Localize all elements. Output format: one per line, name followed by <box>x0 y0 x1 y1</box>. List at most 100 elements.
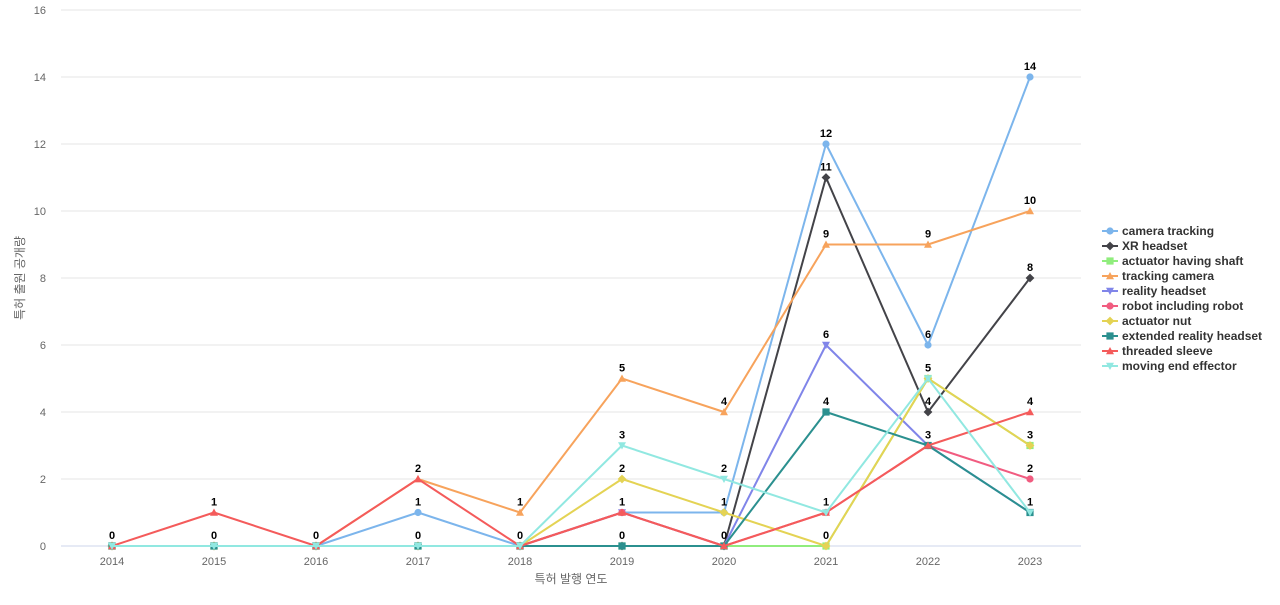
legend-item: actuator nut <box>1102 314 1191 328</box>
data-point <box>1025 273 1035 283</box>
data-point <box>822 408 830 416</box>
legend-marker <box>1106 347 1114 355</box>
y-axis-title: 특허 출원 공개량 <box>13 236 27 320</box>
data-point <box>1025 441 1035 450</box>
legend-marker <box>1106 272 1114 280</box>
y-tick-label: 10 <box>34 206 46 218</box>
legend-label: actuator nut <box>1122 314 1191 328</box>
legend-item: robot including robot <box>1102 299 1243 313</box>
data-point <box>516 508 524 516</box>
y-tick-label: 16 <box>34 5 46 17</box>
legend-item: tracking camera <box>1102 269 1214 283</box>
series-line <box>111 377 1031 547</box>
data-label: 0 <box>823 530 829 542</box>
legend-marker <box>1105 241 1115 251</box>
data-point <box>822 240 830 248</box>
data-point <box>312 542 320 550</box>
data-label: 1 <box>619 497 625 509</box>
data-label: 0 <box>517 530 523 542</box>
data-label: 3 <box>619 430 625 442</box>
data-label: 3 <box>925 430 931 442</box>
data-point <box>1026 475 1034 483</box>
y-tick-label: 2 <box>40 474 46 486</box>
y-tick-label: 14 <box>34 72 46 84</box>
data-point <box>1026 207 1034 215</box>
data-label: 4 <box>823 396 830 408</box>
x-tick-label: 2016 <box>304 556 328 568</box>
data-label: 1 <box>721 497 727 509</box>
x-axis-title: 특허 발행 연도 <box>535 571 608 586</box>
data-point <box>1026 408 1034 416</box>
legend-label: extended reality headset <box>1122 329 1262 343</box>
data-label: 12 <box>820 128 832 140</box>
data-label: 2 <box>415 463 421 475</box>
data-label: 1 <box>1027 497 1033 509</box>
series-line <box>111 76 1031 547</box>
legend-item: camera tracking <box>1102 224 1214 238</box>
data-label: 2 <box>721 463 727 475</box>
legend-item: XR headset <box>1102 239 1187 253</box>
series-3 <box>108 207 1034 550</box>
data-point <box>414 475 422 483</box>
legend-item: actuator having shaft <box>1102 254 1243 268</box>
data-label: 9 <box>823 229 829 241</box>
data-labels: 010 0210105321042101211964109654314108432… <box>109 61 1037 542</box>
y-tick-label: 0 <box>40 541 46 553</box>
data-label: 1 <box>517 497 523 509</box>
data-point <box>924 441 932 449</box>
data-label: 6 <box>925 329 931 341</box>
legend-label: threaded sleeve <box>1122 344 1213 358</box>
data-point <box>822 341 830 349</box>
x-tick-label: 2014 <box>100 556 124 568</box>
data-label: 0 <box>619 530 625 542</box>
data-label: 2 <box>1027 463 1033 475</box>
data-point <box>1026 509 1034 517</box>
data-point <box>108 542 116 550</box>
x-tick-label: 2018 <box>508 556 532 568</box>
data-point <box>617 474 627 484</box>
data-point <box>618 442 626 450</box>
data-point <box>210 542 218 550</box>
y-tick-label: 4 <box>40 407 46 419</box>
legend-label: XR headset <box>1122 239 1187 253</box>
legend-item: reality headset <box>1102 284 1206 298</box>
series-0 <box>108 73 1034 550</box>
data-point <box>924 375 932 383</box>
data-point <box>821 173 831 182</box>
data-label: 1 <box>823 497 829 509</box>
data-label: 1 <box>415 497 421 509</box>
data-label: 11 <box>820 162 832 174</box>
series-line <box>111 176 1031 547</box>
legend-marker <box>1106 332 1114 340</box>
legend-label: moving end effector <box>1122 359 1237 373</box>
data-label: 4 <box>1027 396 1034 408</box>
y-tick-label: 12 <box>34 139 46 151</box>
data-point <box>822 509 830 517</box>
data-point <box>618 542 626 550</box>
legend-marker <box>1106 287 1114 295</box>
y-tick-label: 6 <box>40 340 46 352</box>
data-label: 6 <box>823 329 829 341</box>
data-label: 2 <box>619 463 625 475</box>
x-tick-label: 2017 <box>406 556 430 568</box>
legend-label: actuator having shaft <box>1122 254 1243 268</box>
data-label: 9 <box>925 229 931 241</box>
data-label: 0 <box>721 530 727 542</box>
legend-marker <box>1106 302 1114 310</box>
data-point <box>414 508 422 517</box>
legend-marker <box>1106 362 1114 370</box>
data-point <box>719 508 729 517</box>
series-lines <box>107 73 1035 551</box>
legend-label: camera tracking <box>1122 224 1214 238</box>
data-point <box>210 508 218 516</box>
data-point <box>924 240 932 248</box>
legend-label: robot including robot <box>1122 299 1243 313</box>
data-point <box>821 541 831 551</box>
data-label: 0 <box>211 530 217 542</box>
data-label: 5 <box>619 363 625 375</box>
legend-item: threaded sleeve <box>1102 344 1213 358</box>
